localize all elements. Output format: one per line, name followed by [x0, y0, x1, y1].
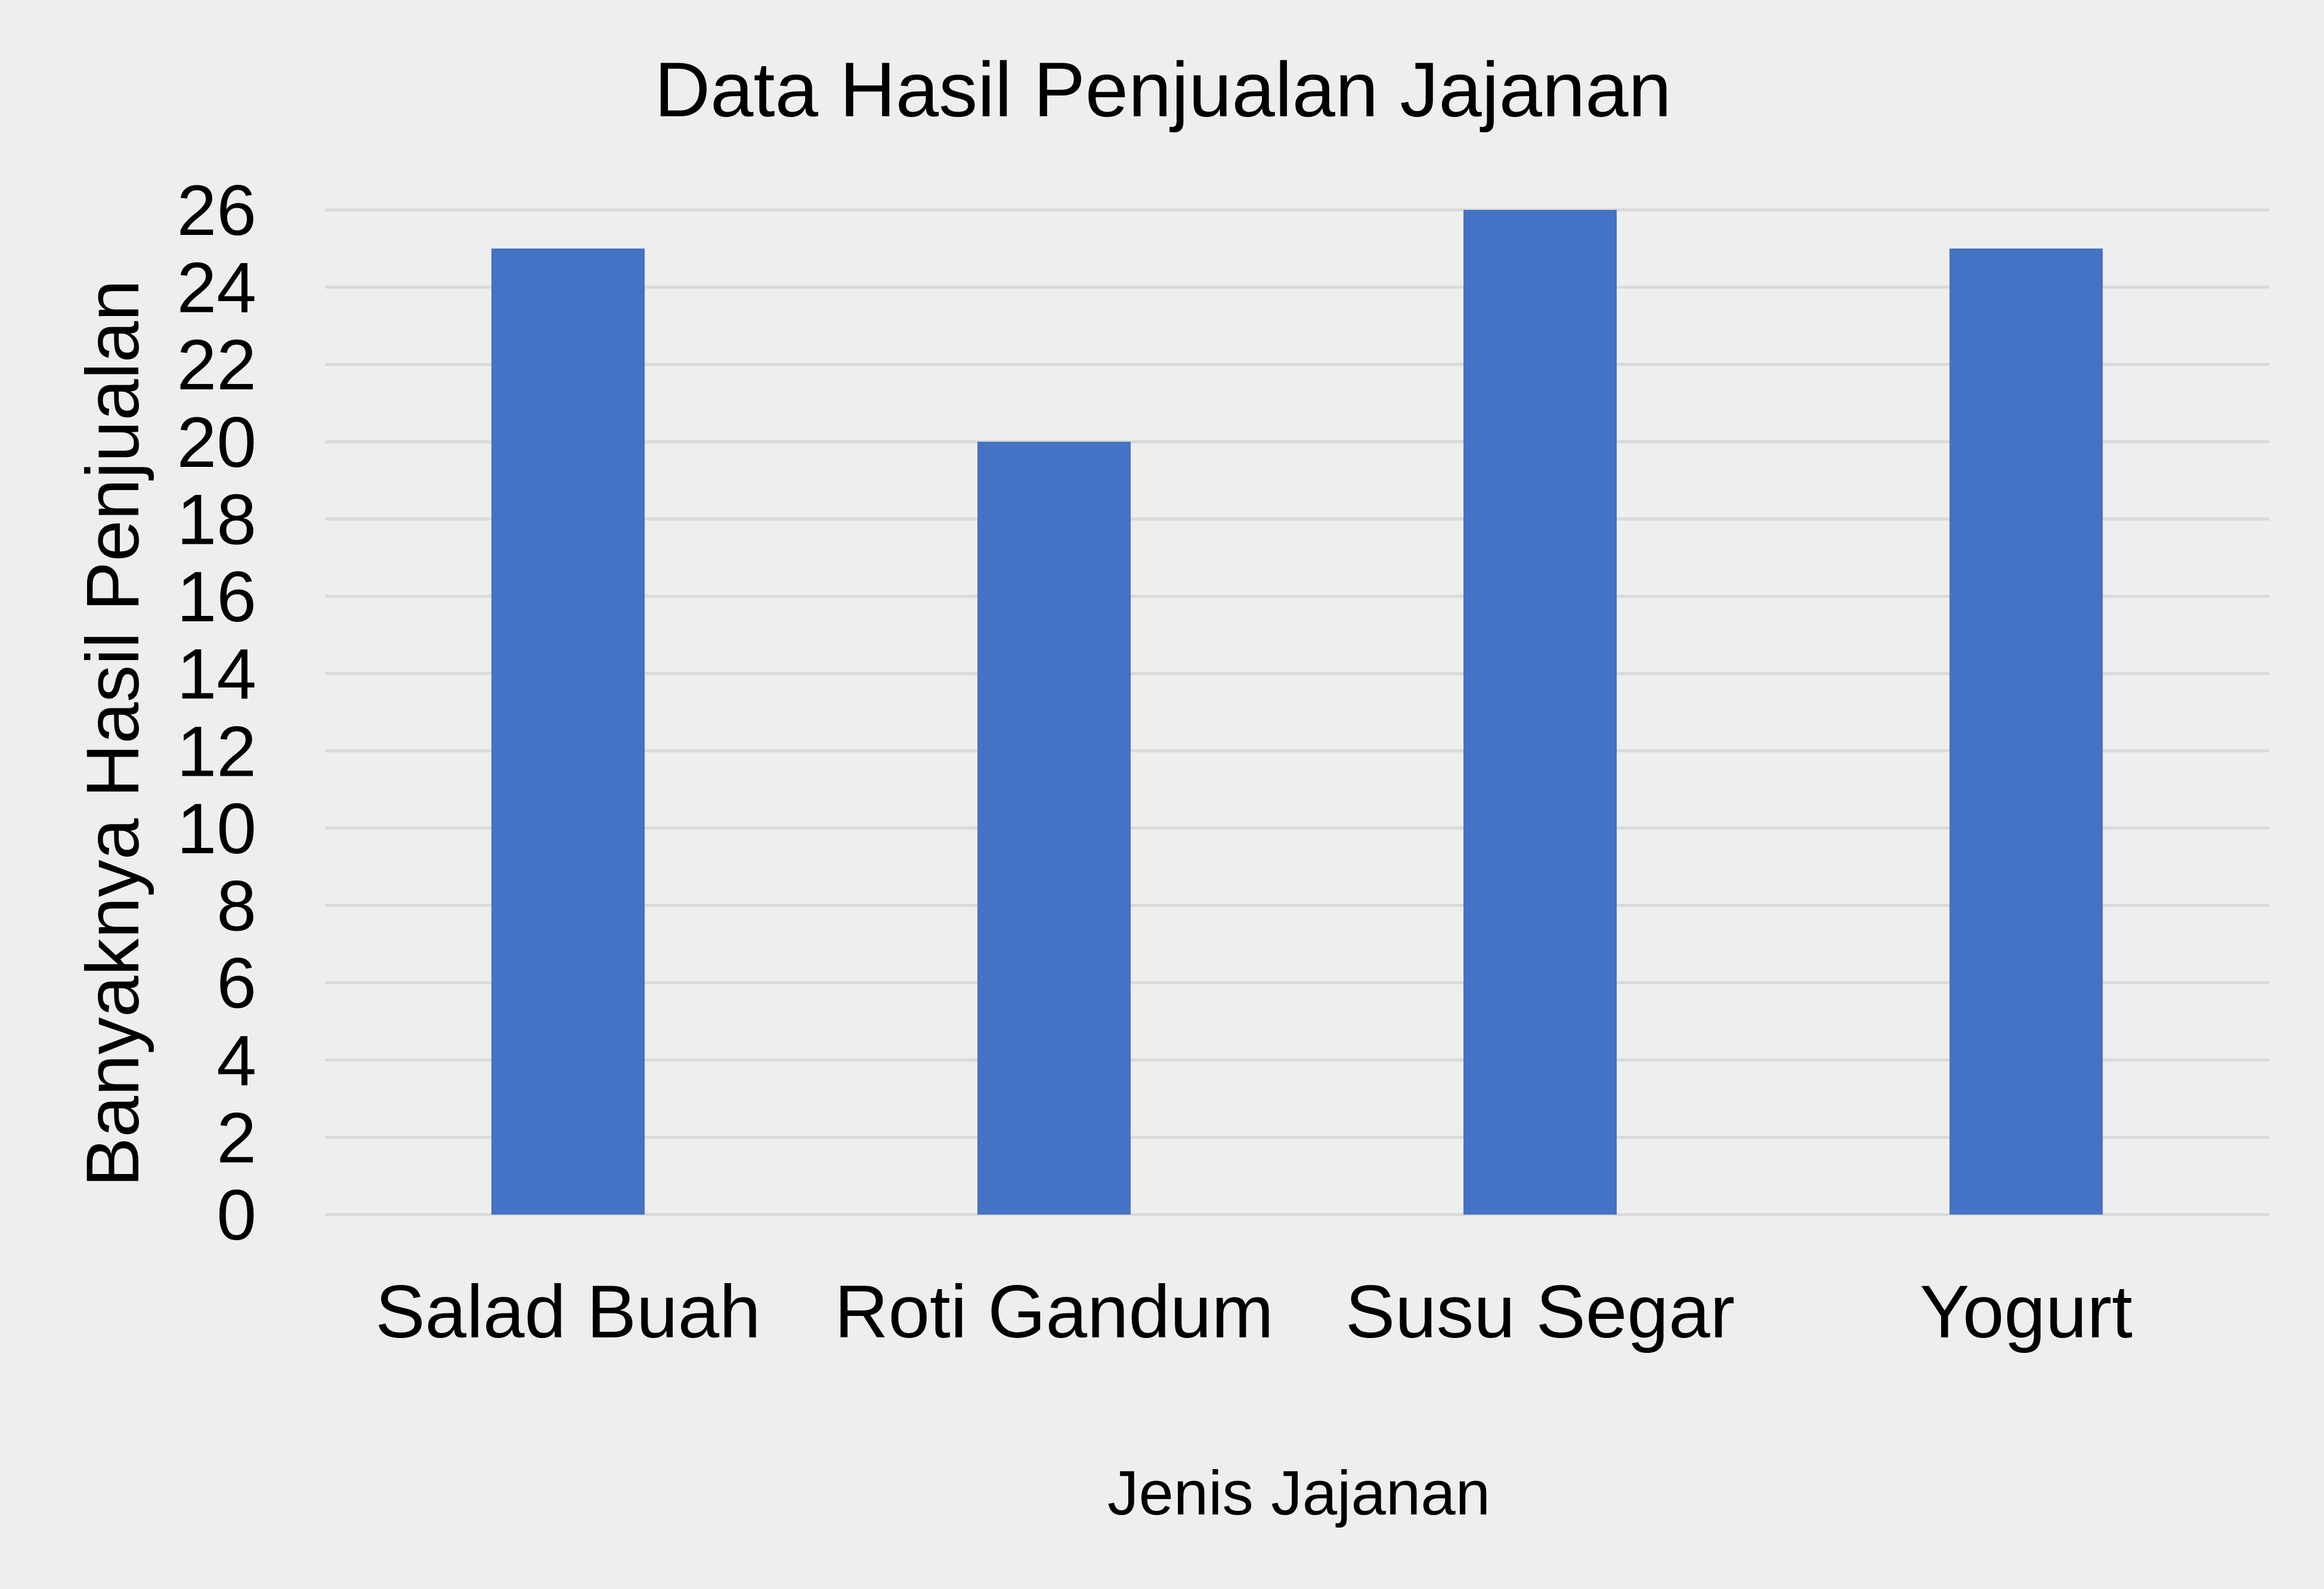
y-tick-label: 24: [177, 248, 256, 328]
y-tick-label: 6: [216, 943, 256, 1023]
x-category-labels: Salad Buah Roti Gandum Susu Segar Yogurt: [375, 1271, 2133, 1353]
y-tick-label: 4: [216, 1021, 256, 1101]
y-tick-label: 26: [177, 171, 256, 250]
x-category-label: Roti Gandum: [834, 1271, 1273, 1353]
x-category-label: Susu Segar: [1345, 1271, 1735, 1353]
y-tick-label: 16: [177, 557, 256, 637]
bar-yogurt: [1949, 248, 2103, 1215]
y-axis-title: Banyaknya Hasil Penjualan: [72, 280, 154, 1187]
y-tick-label: 18: [177, 479, 256, 559]
y-tick-label: 10: [177, 789, 256, 869]
x-axis-title: Jenis Jajanan: [1107, 1458, 1490, 1528]
y-tick-label: 0: [216, 1175, 256, 1255]
y-tick-label: 14: [177, 634, 256, 714]
bars: [491, 210, 2103, 1215]
x-category-label: Yogurt: [1920, 1271, 2133, 1353]
y-tick-label: 12: [177, 711, 256, 791]
bar-roti-gandum: [977, 441, 1131, 1215]
bar-salad-buah: [491, 248, 645, 1215]
x-category-label: Salad Buah: [375, 1271, 760, 1353]
y-tick-label: 2: [216, 1098, 256, 1178]
bar-susu-segar: [1463, 210, 1617, 1215]
y-tick-label: 8: [216, 866, 256, 946]
y-tick-label: 20: [177, 402, 256, 482]
gridlines: [325, 208, 2269, 1216]
chart-title: Data Hasil Penjualan Jajanan: [654, 46, 1672, 133]
y-tick-label: 22: [177, 325, 256, 405]
